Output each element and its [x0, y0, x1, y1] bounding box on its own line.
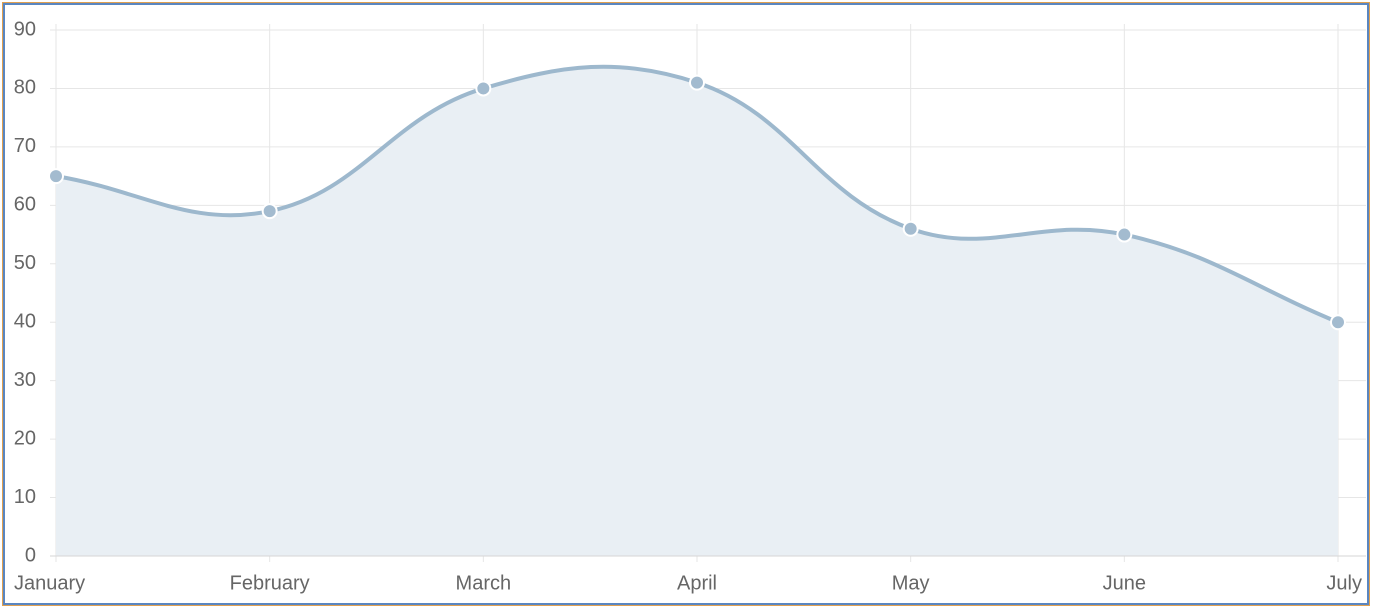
- point: [689, 74, 705, 91]
- x-tick-label: February: [230, 572, 310, 594]
- x-tick-label: June: [1103, 572, 1146, 594]
- y-tick-label: 10: [14, 486, 36, 508]
- x-tick-label: January: [14, 572, 85, 594]
- y-tick-label: 40: [14, 311, 36, 333]
- area: [56, 66, 1338, 557]
- y-tick-label: 80: [14, 77, 36, 99]
- x-tick-label: July: [1326, 572, 1362, 594]
- y-tick-label: 90: [14, 18, 36, 40]
- y-tick-label: 20: [14, 427, 36, 449]
- x-tick-label: April: [677, 572, 717, 594]
- y-tick-label: 0: [25, 544, 36, 566]
- point: [475, 80, 492, 97]
- y-tick-label: 50: [14, 252, 36, 274]
- frame: [3, 3, 1369, 605]
- y-tick-label: 70: [14, 135, 36, 157]
- x-tick-label: March: [456, 572, 512, 594]
- point: [1330, 314, 1346, 331]
- y-tick-label: 60: [14, 194, 36, 216]
- point: [1116, 226, 1133, 243]
- y-tick-label: 30: [14, 369, 36, 391]
- point: [261, 203, 278, 220]
- x-tick-label: May: [892, 572, 930, 594]
- point: [902, 220, 919, 237]
- point: [48, 168, 64, 185]
